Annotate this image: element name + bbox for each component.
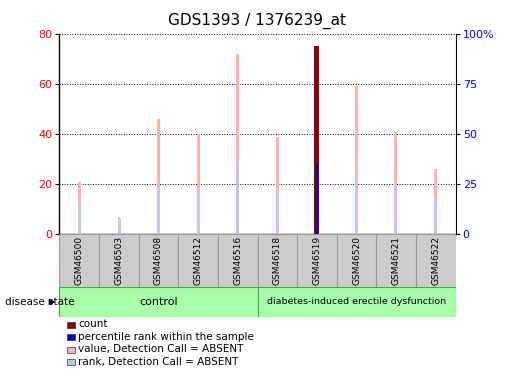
Bar (218, 234, 258, 287)
Bar (99, 234, 139, 287)
Bar (376, 234, 416, 287)
Text: GSM46519: GSM46519 (313, 236, 321, 285)
Text: GSM46522: GSM46522 (432, 236, 440, 285)
Text: disease state: disease state (5, 297, 75, 307)
Text: value, Detection Call = ABSENT: value, Detection Call = ABSENT (78, 344, 244, 354)
Text: GSM46518: GSM46518 (273, 236, 282, 285)
Text: GSM46512: GSM46512 (194, 236, 202, 285)
Bar (197, 187, 199, 234)
Bar (158, 182, 160, 234)
Bar (337, 234, 376, 287)
Bar (416, 234, 456, 287)
Text: count: count (78, 320, 108, 329)
Bar (355, 174, 357, 234)
Bar (117, 219, 121, 234)
Bar (78, 182, 81, 234)
Bar (355, 86, 358, 234)
Bar (197, 134, 200, 234)
Bar (435, 197, 436, 234)
Bar (394, 132, 398, 234)
Bar (277, 189, 278, 234)
Bar (434, 169, 437, 234)
Text: GSM46516: GSM46516 (233, 236, 242, 285)
Bar (258, 287, 456, 317)
Bar (258, 234, 297, 287)
Text: GSM46500: GSM46500 (75, 236, 83, 285)
Text: GSM46508: GSM46508 (154, 236, 163, 285)
Bar (178, 234, 218, 287)
Text: diabetes-induced erectile dysfunction: diabetes-induced erectile dysfunction (267, 297, 446, 306)
Text: GSM46503: GSM46503 (114, 236, 123, 285)
Bar (315, 46, 319, 234)
Bar (157, 119, 160, 234)
Bar (297, 234, 337, 287)
Bar (118, 217, 120, 234)
Bar (59, 234, 99, 287)
Bar (236, 54, 239, 234)
Text: rank, Detection Call = ABSENT: rank, Detection Call = ABSENT (78, 357, 238, 366)
Bar (395, 187, 397, 234)
Bar (139, 234, 178, 287)
Bar (79, 202, 80, 234)
Bar (276, 136, 279, 234)
Bar (59, 287, 258, 317)
Text: GSM46520: GSM46520 (352, 236, 361, 285)
Bar (316, 164, 318, 234)
Text: control: control (139, 297, 178, 307)
Text: GDS1393 / 1376239_at: GDS1393 / 1376239_at (168, 13, 347, 29)
Bar (237, 162, 238, 234)
Text: percentile rank within the sample: percentile rank within the sample (78, 332, 254, 342)
Text: GSM46521: GSM46521 (392, 236, 401, 285)
